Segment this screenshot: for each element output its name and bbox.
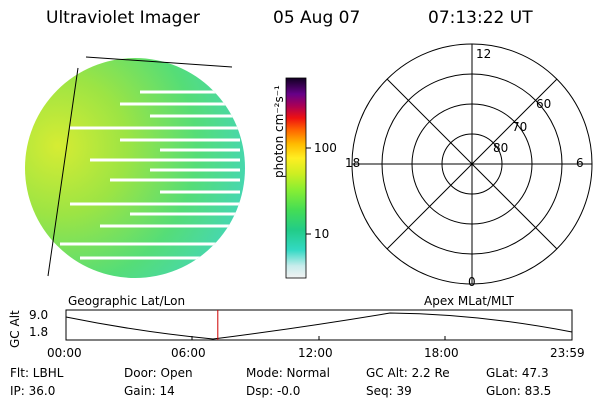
time-tick-2359: 23:59 [550, 346, 585, 360]
alt-tick-9: 9.0 [29, 308, 49, 322]
date-label: 05 Aug 07 [273, 8, 361, 28]
earth-disk-image [25, 58, 245, 278]
door-value: Door: Open [124, 366, 193, 380]
mlt-label-12: 12 [476, 47, 492, 61]
geographic-label: Geographic Lat/Lon [68, 294, 186, 308]
lat-label-70: 70 [512, 120, 528, 134]
time-tick-0000: 00:00 [47, 346, 82, 360]
colorbar [285, 77, 307, 279]
gc-alt-axis-label: GC Alt [8, 310, 22, 348]
lat-label-80: 80 [493, 141, 509, 155]
gain-value: Gain: 14 [124, 384, 175, 398]
glon-value: GLon: 83.5 [486, 384, 552, 398]
time-tick-1800: 18:00 [424, 346, 459, 360]
flt-value: Flt: LBHL [10, 366, 64, 380]
polar-grid [351, 43, 593, 285]
terminator-line-top [85, 56, 233, 68]
gc-alt-value: GC Alt: 2.2 Re [366, 366, 450, 380]
alt-tick-1-8: 1.8 [29, 325, 49, 339]
altitude-panel-frame [65, 309, 573, 341]
mlt-label-18: 18 [345, 156, 361, 170]
seq-value: Seq: 39 [366, 384, 412, 398]
instrument-title: Ultraviolet Imager [46, 8, 200, 28]
colorbar-unit-label: photon cm⁻²s⁻¹ [272, 85, 286, 178]
altitude-curve [65, 312, 573, 340]
ip-value: IP: 36.0 [10, 384, 56, 398]
dsp-value: Dsp: -0.0 [246, 384, 301, 398]
lat-label-60: 60 [536, 97, 552, 111]
glat-value: GLat: 47.3 [486, 366, 549, 380]
colorbar-tick-10: 10 [314, 227, 330, 241]
mlt-label-6: 6 [576, 156, 584, 170]
terminator-line-left [47, 67, 79, 277]
mode-value: Mode: Normal [246, 366, 330, 380]
time-label: 07:13:22 UT [428, 8, 533, 28]
time-tick-0600: 06:00 [171, 346, 206, 360]
apex-label: Apex MLat/MLT [424, 294, 514, 308]
colorbar-tick-100: 100 [314, 141, 337, 155]
mlt-label-0: 0 [468, 275, 476, 289]
time-tick-1200: 12:00 [298, 346, 333, 360]
